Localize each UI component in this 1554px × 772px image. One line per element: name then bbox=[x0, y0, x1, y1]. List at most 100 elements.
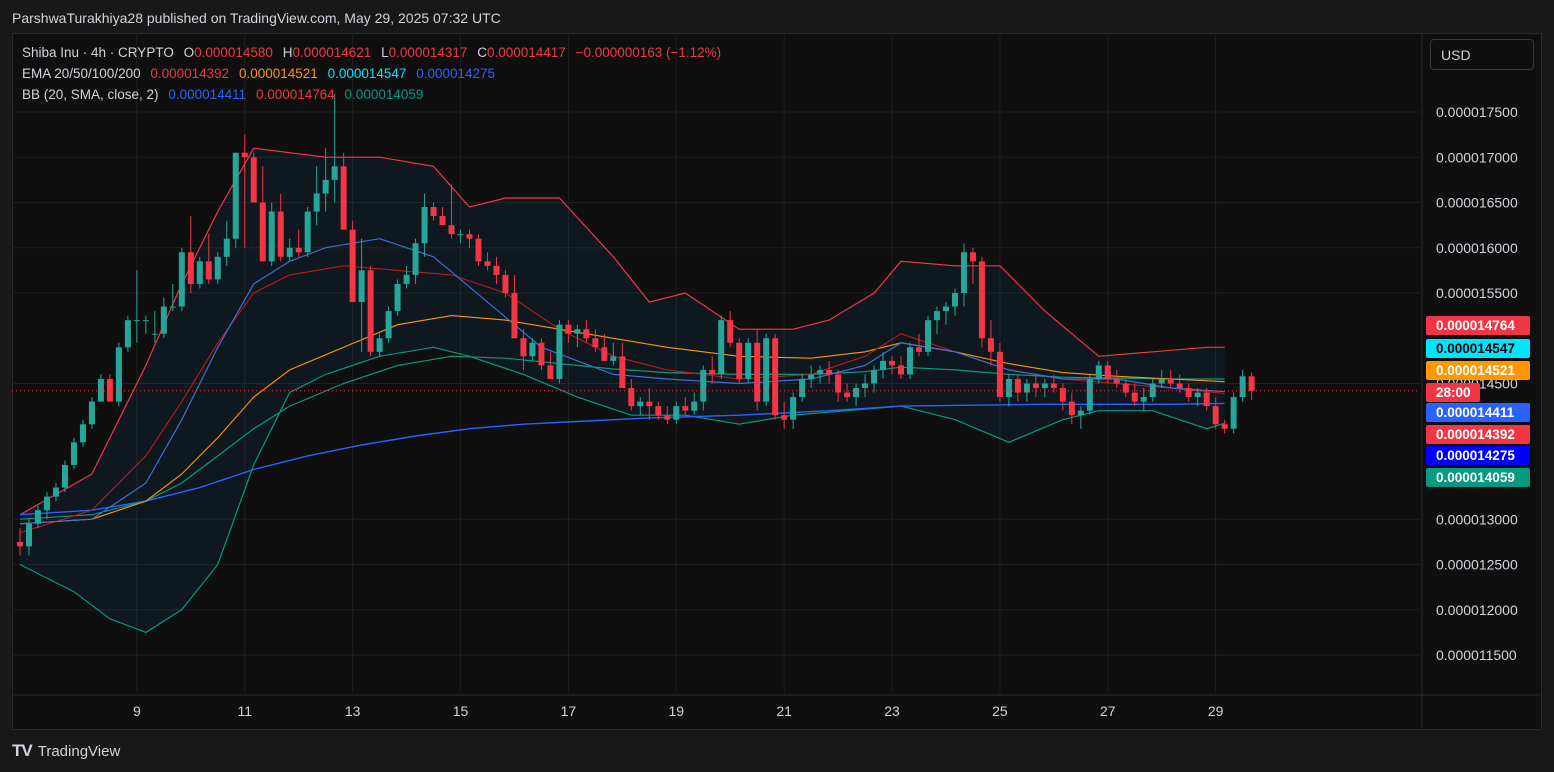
price-badge-text: 0.000014411 bbox=[1436, 405, 1515, 420]
price-badge-text: 0.000014392 bbox=[1436, 427, 1515, 442]
candle-body bbox=[808, 374, 815, 379]
candle bbox=[592, 329, 599, 352]
ema-label: EMA 20/50/100/200 bbox=[22, 66, 141, 81]
candle-body bbox=[34, 510, 41, 524]
price-badge-bg bbox=[1426, 425, 1530, 444]
price-badge-bg bbox=[1426, 403, 1530, 422]
candle-body bbox=[1248, 376, 1255, 391]
low-value: 0.000014317 bbox=[388, 45, 468, 60]
candle-body bbox=[1059, 388, 1066, 402]
candle-body bbox=[664, 415, 671, 420]
candle bbox=[880, 351, 887, 379]
candle bbox=[61, 460, 68, 493]
candle bbox=[916, 333, 922, 357]
y-tick-label: 0.000017000 bbox=[1436, 149, 1518, 165]
candle-body bbox=[1122, 383, 1129, 393]
candle-body bbox=[691, 401, 698, 411]
candle-body bbox=[349, 229, 356, 303]
price-badge: 0.000014521 bbox=[1426, 361, 1530, 380]
candle bbox=[628, 378, 635, 411]
high-label: H bbox=[282, 45, 293, 60]
candle-body bbox=[1158, 378, 1165, 384]
candle-body bbox=[799, 378, 806, 398]
candle-body bbox=[259, 202, 266, 262]
price-chart[interactable]: 0.000017500 0.000017000 0.000016500 0.00001… bbox=[12, 33, 1540, 728]
candle bbox=[781, 401, 788, 429]
candle-body bbox=[844, 392, 851, 398]
tradingview-logo[interactable]: TV TradingView bbox=[12, 741, 120, 761]
candle-body bbox=[987, 338, 994, 352]
candle-body bbox=[1050, 383, 1057, 389]
candle-body bbox=[1194, 392, 1201, 398]
candle bbox=[556, 320, 563, 384]
candle bbox=[1176, 374, 1183, 393]
candle-body bbox=[430, 207, 437, 217]
x-tick-label: 25 bbox=[992, 703, 1008, 719]
candle bbox=[340, 152, 347, 230]
candle bbox=[646, 388, 653, 420]
candle bbox=[484, 252, 491, 271]
candle-body bbox=[367, 270, 374, 352]
candle bbox=[1086, 374, 1093, 416]
candle bbox=[1068, 392, 1075, 425]
candle-body bbox=[826, 369, 833, 375]
candle-body bbox=[646, 401, 653, 407]
candle bbox=[1248, 372, 1255, 400]
bb-lower-value: 0.000014059 bbox=[344, 87, 424, 102]
candle-body bbox=[835, 374, 842, 393]
candle bbox=[1167, 369, 1174, 389]
price-badge: 0.000014059 bbox=[1426, 468, 1530, 487]
candle-body bbox=[232, 152, 239, 239]
candle bbox=[439, 207, 446, 226]
bb-legend[interactable]: BB (20, SMA, close, 2) 0.000014411 0.000… bbox=[22, 87, 429, 102]
candle-body bbox=[1167, 378, 1174, 384]
candle-body bbox=[592, 338, 599, 348]
candle-body bbox=[916, 347, 922, 352]
bb-basis-value: 0.000014411 bbox=[168, 87, 247, 102]
candle bbox=[259, 166, 266, 262]
candle bbox=[160, 297, 167, 339]
candle bbox=[1194, 388, 1201, 407]
candle-body bbox=[241, 152, 248, 158]
candle bbox=[367, 265, 374, 357]
x-tick-label: 23 bbox=[884, 703, 900, 719]
candle bbox=[34, 505, 41, 529]
candle-body bbox=[313, 193, 320, 212]
candle-body bbox=[951, 293, 958, 307]
candle bbox=[808, 365, 815, 389]
price-badge: 28:00 bbox=[1426, 383, 1480, 402]
candle bbox=[1185, 383, 1192, 402]
ema-legend[interactable]: EMA 20/50/100/200 0.000014392 0.00001452… bbox=[22, 66, 501, 81]
candle bbox=[933, 306, 940, 334]
candle-body bbox=[385, 311, 392, 339]
candle-body bbox=[1221, 424, 1228, 429]
candle-body bbox=[1086, 378, 1093, 411]
candle-body bbox=[763, 338, 770, 402]
price-badge-bg bbox=[1426, 383, 1480, 402]
candle-body bbox=[1239, 376, 1246, 398]
candle-body bbox=[187, 252, 194, 284]
candle-body bbox=[862, 383, 869, 389]
ema20-value: 0.000014392 bbox=[150, 66, 230, 81]
candle bbox=[1104, 360, 1111, 384]
price-badge-bg bbox=[1426, 339, 1530, 358]
symbol-label[interactable]: Shiba Inu · 4h · CRYPTO bbox=[22, 45, 174, 60]
tradingview-brand: TradingView bbox=[37, 742, 121, 760]
open-value: 0.000014580 bbox=[194, 45, 273, 60]
candle bbox=[996, 342, 1003, 402]
candle bbox=[1203, 388, 1210, 411]
candle bbox=[25, 519, 32, 556]
y-tick-label: 0.000012000 bbox=[1436, 602, 1518, 618]
candle bbox=[673, 401, 680, 425]
currency-button[interactable]: USD bbox=[1430, 39, 1534, 70]
x-tick-label: 27 bbox=[1100, 703, 1116, 719]
price-badge-bg bbox=[1426, 446, 1530, 465]
candle bbox=[718, 315, 725, 379]
candle bbox=[349, 220, 356, 303]
candle bbox=[313, 166, 320, 226]
bb-upper-value: 0.000014764 bbox=[255, 87, 335, 102]
candle-body bbox=[493, 265, 500, 275]
candle bbox=[1050, 374, 1057, 393]
candle bbox=[106, 374, 113, 402]
price-badge-bg bbox=[1426, 361, 1530, 380]
